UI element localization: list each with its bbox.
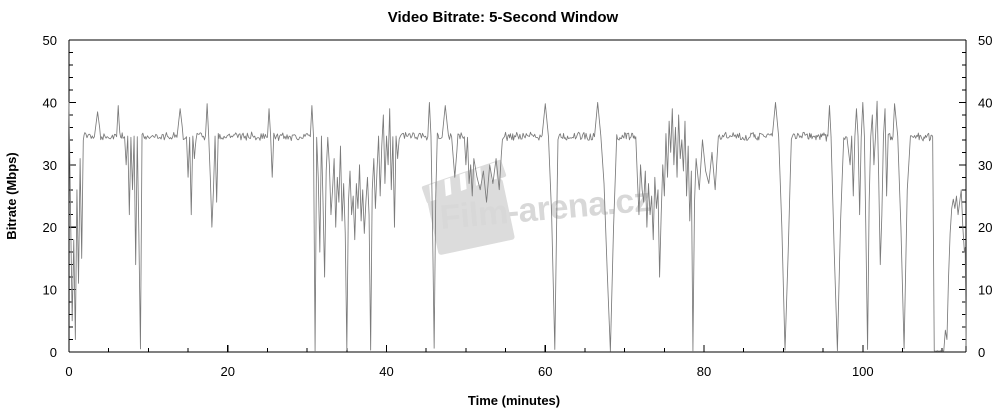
y-tick-label-left: 0 — [50, 345, 57, 360]
y-tick-label-left: 40 — [43, 95, 57, 110]
y-tick-label-left: 20 — [43, 220, 57, 235]
x-tick-label: 60 — [538, 364, 552, 379]
y-axis-label: Bitrate (Mbps) — [4, 152, 19, 239]
y-tick-label-right: 0 — [978, 345, 985, 360]
x-axis-label: Time (minutes) — [468, 393, 560, 408]
x-tick-label: 100 — [852, 364, 874, 379]
y-tick-label-right: 10 — [978, 283, 992, 298]
x-tick-label: 80 — [697, 364, 711, 379]
y-tick-label-left: 30 — [43, 158, 57, 173]
y-tick-label-left: 50 — [43, 33, 57, 48]
y-tick-label-right: 30 — [978, 158, 992, 173]
y-tick-label-right: 40 — [978, 95, 992, 110]
x-tick-label: 0 — [65, 364, 72, 379]
y-tick-label-right: 50 — [978, 33, 992, 48]
x-tick-label: 20 — [221, 364, 235, 379]
y-tick-label-right: 20 — [978, 220, 992, 235]
x-tick-label: 40 — [379, 364, 393, 379]
bitrate-series — [68, 100, 967, 352]
y-tick-label-left: 10 — [43, 283, 57, 298]
chart-title: Video Bitrate: 5-Second Window — [388, 9, 619, 26]
